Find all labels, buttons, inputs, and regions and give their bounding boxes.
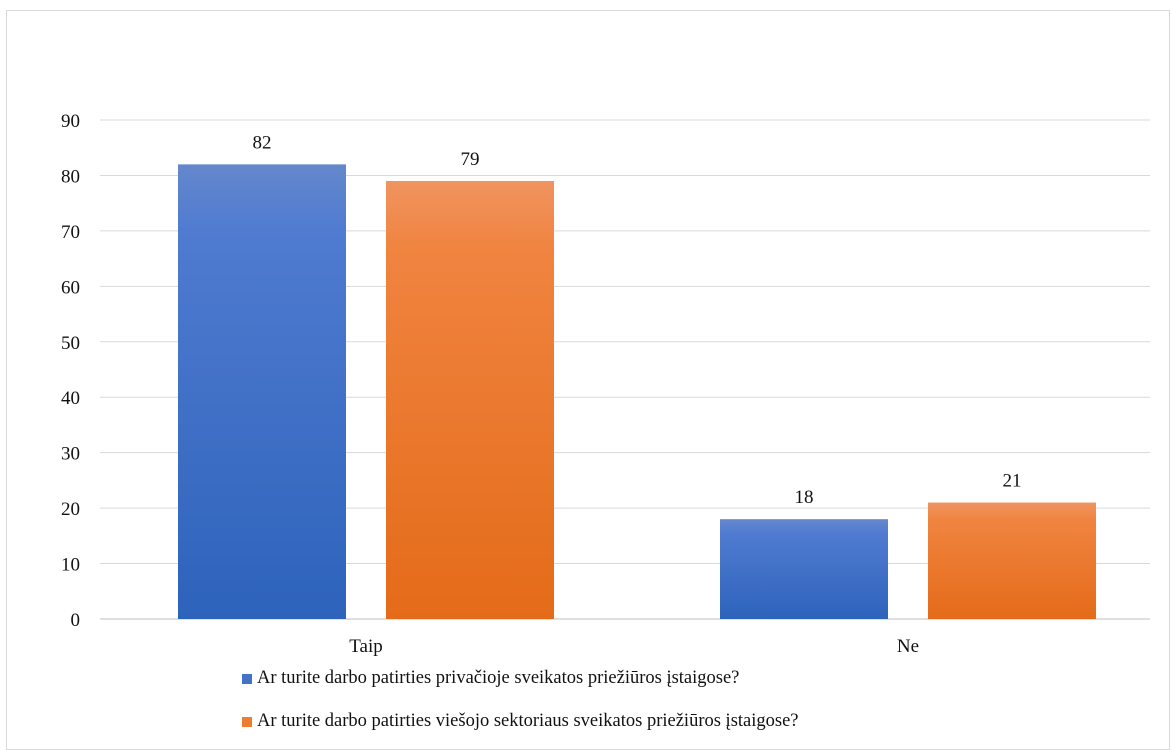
bar-ne-series-2 [928,502,1096,619]
y-tick-label: 70 [61,222,80,243]
legend-label-series-2: Ar turite darbo patirties viešojo sektor… [257,711,799,731]
x-category-label: Taip [349,636,383,657]
y-tick-label: 40 [61,388,80,409]
y-tick-label: 30 [61,444,80,465]
y-tick-label: 90 [61,111,80,132]
y-tick-label: 50 [61,333,80,354]
bar-taip-series-2 [386,180,554,619]
data-label: 82 [253,132,272,153]
legend-label-series-1: Ar turite darbo patirties privačioje sve… [257,668,740,688]
data-label: 21 [1003,471,1022,492]
legend-item-series-1: Ar turite darbo patirties privačioje sve… [242,668,739,689]
y-axis-ticks: 0 10 20 30 40 50 60 70 80 90 [61,111,80,631]
category-labels: Taip Ne [349,636,919,657]
data-label: 18 [795,487,814,508]
data-labels: 82 79 18 21 [253,132,1022,508]
y-tick-label: 10 [61,555,80,576]
data-label: 79 [461,149,480,170]
y-tick-label: 20 [61,499,80,520]
y-tick-label: 0 [71,610,81,631]
legend-swatch-orange [242,716,252,727]
bar-taip-series-1 [178,164,346,619]
y-tick-label: 60 [61,277,80,298]
x-category-label: Ne [897,636,919,657]
y-tick-label: 80 [61,166,80,187]
legend-swatch-blue [242,673,252,684]
legend-item-series-2: Ar turite darbo patirties viešojo sektor… [242,711,799,732]
bars [178,164,1096,619]
bar-ne-series-1 [720,519,888,619]
